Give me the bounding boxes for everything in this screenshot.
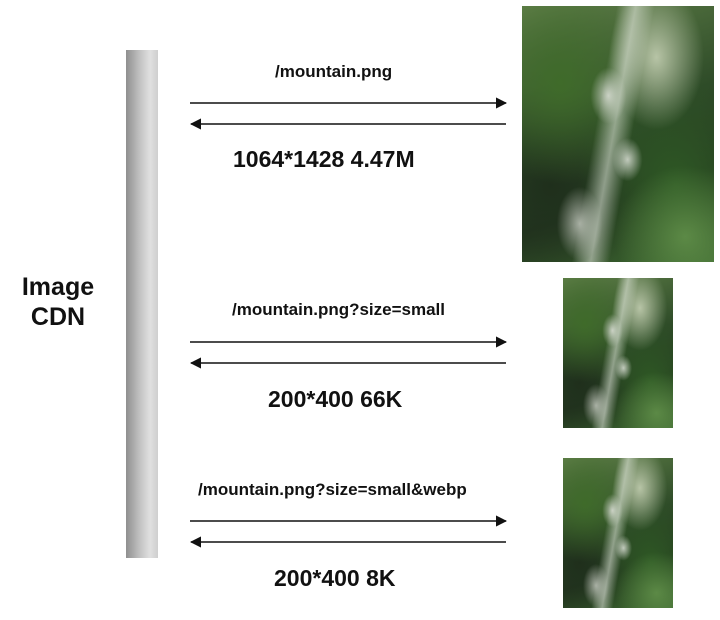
mountain-image-small — [563, 278, 673, 428]
mountain-image-large — [522, 6, 714, 262]
cdn-label-line2: CDN — [30, 303, 86, 331]
response-size-1: 1064*1428 4.47M — [233, 146, 415, 172]
cdn-label: Image CDN — [8, 272, 108, 332]
mountain-image-webp — [563, 458, 673, 608]
request-path-1: /mountain.png — [275, 62, 393, 81]
request-path-3: /mountain.png?size=small&webp — [198, 480, 467, 499]
request-path-2: /mountain.png?size=small — [232, 300, 446, 319]
response-size-2: 200*400 66K — [268, 386, 403, 412]
response-size-3: 200*400 8K — [274, 565, 396, 591]
cdn-label-line1: Image — [21, 273, 95, 301]
cdn-server-bar — [126, 50, 158, 558]
